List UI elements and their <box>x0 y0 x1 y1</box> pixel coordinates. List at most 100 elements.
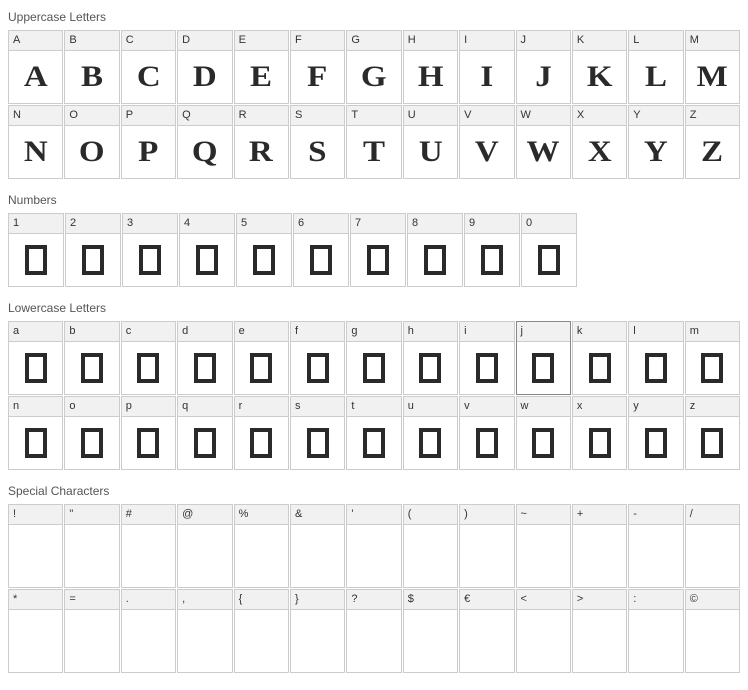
glyph-empty <box>81 626 103 656</box>
glyph-letter: B <box>81 60 103 94</box>
uppercase-cell-glyph: G <box>347 51 400 103</box>
glyph-letter: X <box>588 135 612 169</box>
uppercase-cell-glyph: F <box>291 51 344 103</box>
uppercase-cell: TT <box>346 105 401 179</box>
special-cell-glyph <box>347 525 400 587</box>
uppercase-cell-glyph: Z <box>686 126 739 178</box>
uppercase-cell: SS <box>290 105 345 179</box>
lowercase-cell: o <box>64 396 119 470</box>
lowercase-cell: e <box>234 321 289 395</box>
special-cell-label: , <box>178 590 231 610</box>
glyph-missing-box <box>701 428 723 458</box>
uppercase-cell-label: T <box>347 106 400 126</box>
lowercase-cell-label: k <box>573 322 626 342</box>
glyph-empty <box>476 626 498 656</box>
lowercase-cell-label: a <box>9 322 62 342</box>
uppercase-cell-glyph: W <box>517 126 570 178</box>
glyph-missing-box <box>194 353 216 383</box>
lowercase-cell-glyph <box>65 417 118 469</box>
glyph-empty <box>419 541 441 571</box>
glyph-empty <box>532 626 554 656</box>
special-cell: : <box>628 589 683 673</box>
uppercase-cell-glyph: I <box>460 51 513 103</box>
uppercase-cell: AA <box>8 30 63 104</box>
uppercase-cell-label: F <box>291 31 344 51</box>
special-cell: , <box>177 589 232 673</box>
glyph-letter: K <box>587 60 613 94</box>
special-cell: ' <box>346 504 401 588</box>
special-cell: & <box>290 504 345 588</box>
special-row: !"#@%&'()~+-/ <box>8 504 740 588</box>
uppercase-cell: FF <box>290 30 345 104</box>
lowercase-cell-label: w <box>517 397 570 417</box>
glyph-missing-box <box>307 353 329 383</box>
special-cell-label: / <box>686 505 739 525</box>
lowercase-cell-glyph <box>65 342 118 394</box>
glyph-letter: T <box>363 135 385 169</box>
special-cell-glyph <box>291 610 344 672</box>
special-cell-glyph <box>347 610 400 672</box>
glyph-empty <box>307 626 329 656</box>
glyph-empty <box>532 541 554 571</box>
special-cell-label: ! <box>9 505 62 525</box>
lowercase-cell-label: z <box>686 397 739 417</box>
lowercase-cell: m <box>685 321 740 395</box>
special-cell-glyph <box>404 525 457 587</box>
lowercase-cell-label: l <box>629 322 682 342</box>
glyph-empty <box>307 541 329 571</box>
special-cell-glyph <box>291 525 344 587</box>
numbers-cell: 8 <box>407 213 463 287</box>
glyph-missing-box <box>532 428 554 458</box>
uppercase-cell-glyph: R <box>235 126 288 178</box>
special-cell-glyph <box>65 525 118 587</box>
lowercase-cell: b <box>64 321 119 395</box>
lowercase-cell: v <box>459 396 514 470</box>
numbers-cell-glyph <box>294 234 348 286</box>
lowercase-cell-glyph <box>460 342 513 394</box>
uppercase-cell-label: N <box>9 106 62 126</box>
lowercase-cell: d <box>177 321 232 395</box>
uppercase-cell-label: R <box>235 106 288 126</box>
special-cell-glyph <box>686 610 739 672</box>
uppercase-cell-glyph: S <box>291 126 344 178</box>
lowercase-cell-label: r <box>235 397 288 417</box>
special-cell-glyph <box>9 525 62 587</box>
special-cell: ) <box>459 504 514 588</box>
numbers-cell-label: 5 <box>237 214 291 234</box>
lowercase-cell-label: j <box>517 322 570 342</box>
numbers-cell-label: 1 <box>9 214 63 234</box>
lowercase-cell-label: h <box>404 322 457 342</box>
special-cell-label: ( <box>404 505 457 525</box>
uppercase-cell-glyph: K <box>573 51 626 103</box>
numbers-cell-label: 4 <box>180 214 234 234</box>
numbers-cell-label: 0 <box>522 214 576 234</box>
glyph-missing-box <box>589 428 611 458</box>
uppercase-cell: BB <box>64 30 119 104</box>
special-cell-glyph <box>178 610 231 672</box>
special-cell-glyph <box>629 525 682 587</box>
numbers-cell: 2 <box>65 213 121 287</box>
uppercase-cell-glyph: D <box>178 51 231 103</box>
special-cell: { <box>234 589 289 673</box>
numbers-cell-label: 2 <box>66 214 120 234</box>
uppercase-title: Uppercase Letters <box>8 10 740 24</box>
numbers-cell-glyph <box>66 234 120 286</box>
lowercase-cell-label: q <box>178 397 231 417</box>
lowercase-cell-label: i <box>460 322 513 342</box>
lowercase-cell: h <box>403 321 458 395</box>
special-cell: ~ <box>516 504 571 588</box>
uppercase-cell-label: S <box>291 106 344 126</box>
numbers-cell-glyph <box>180 234 234 286</box>
glyph-empty <box>363 541 385 571</box>
uppercase-cell: YY <box>628 105 683 179</box>
uppercase-cell: UU <box>403 105 458 179</box>
glyph-empty <box>137 626 159 656</box>
lowercase-cell-glyph <box>460 417 513 469</box>
lowercase-cell: w <box>516 396 571 470</box>
glyph-letter: I <box>480 60 493 94</box>
uppercase-cell: DD <box>177 30 232 104</box>
special-cell-label: : <box>629 590 682 610</box>
uppercase-cell-glyph: P <box>122 126 175 178</box>
uppercase-cell: MM <box>685 30 740 104</box>
lowercase-cell-glyph <box>235 342 288 394</box>
